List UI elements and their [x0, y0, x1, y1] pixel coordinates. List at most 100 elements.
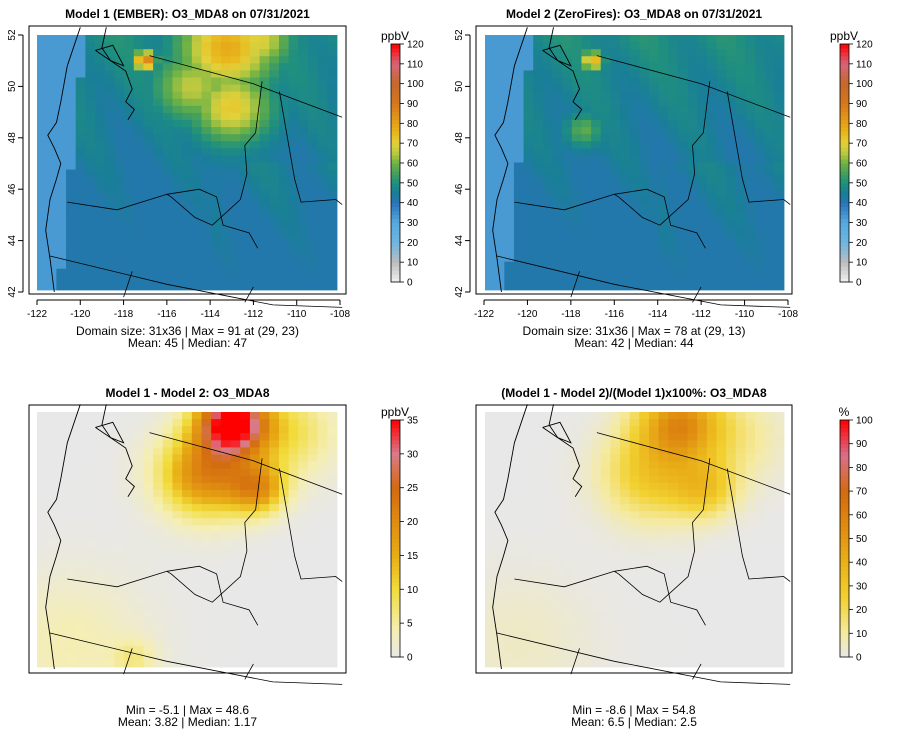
- heatmap-cell: [143, 574, 154, 583]
- heatmap-cell: [298, 468, 309, 477]
- colorbar-swatch: [391, 166, 400, 172]
- heatmap-cell: [288, 652, 299, 661]
- heatmap-cell: [143, 84, 154, 93]
- heatmap-cell: [706, 212, 717, 220]
- heatmap-cell: [494, 589, 505, 597]
- heatmap-cell: [677, 70, 688, 78]
- heatmap-cell: [153, 567, 164, 576]
- heatmap-cell: [269, 212, 280, 220]
- heatmap-cell: [639, 134, 650, 142]
- heatmap-cell: [658, 91, 669, 100]
- heatmap-cell: [191, 183, 202, 192]
- heatmap-cell: [687, 461, 698, 470]
- heatmap-cell: [230, 504, 241, 512]
- heatmap-cell: [317, 84, 328, 93]
- heatmap-cell: [37, 282, 48, 291]
- heatmap-cell: [600, 412, 611, 420]
- heatmap-cell: [307, 148, 319, 156]
- heatmap-cell: [485, 183, 496, 192]
- heatmap-cell: [37, 63, 48, 71]
- heatmap-cell: [201, 511, 212, 519]
- heatmap-cell: [726, 440, 737, 448]
- heatmap-cell: [298, 631, 309, 640]
- heatmap-cell: [591, 659, 602, 668]
- heatmap-cell: [745, 183, 756, 192]
- heatmap-cell: [774, 105, 785, 114]
- heatmap-cell: [66, 582, 77, 590]
- heatmap-cell: [610, 610, 621, 618]
- heatmap-cell: [201, 247, 212, 255]
- heatmap-cell: [327, 539, 338, 547]
- heatmap-cell: [755, 127, 766, 135]
- heatmap-cell: [124, 567, 135, 576]
- heatmap-cell: [629, 261, 640, 270]
- colorbar-swatch: [840, 487, 849, 492]
- heatmap-cell: [56, 497, 67, 505]
- heatmap-cell: [153, 652, 164, 661]
- heatmap-cell: [610, 447, 621, 455]
- heatmap-cell: [610, 596, 621, 604]
- heatmap-cell: [697, 112, 708, 121]
- heatmap-cell: [629, 141, 640, 149]
- heatmap-cell: [735, 134, 746, 142]
- heatmap-cell: [220, 645, 231, 654]
- heatmap-cell: [278, 70, 290, 78]
- heatmap-cell: [114, 240, 125, 248]
- heatmap-cell: [629, 589, 640, 597]
- colorbar-swatch: [391, 238, 400, 243]
- heatmap-cell: [764, 112, 775, 121]
- heatmap-cell: [658, 504, 669, 512]
- heatmap-cell: [56, 49, 67, 57]
- heatmap-cell: [581, 553, 592, 562]
- heatmap-cell: [687, 475, 698, 484]
- heatmap-cell: [307, 268, 319, 277]
- heatmap-cell: [114, 447, 125, 455]
- heatmap-cell: [56, 574, 67, 583]
- heatmap-cell: [56, 226, 67, 234]
- heatmap-cell: [591, 70, 602, 78]
- heatmap-cell: [240, 233, 251, 241]
- heatmap-cell: [620, 254, 631, 263]
- heatmap-cell: [552, 141, 563, 149]
- heatmap-cell: [542, 652, 553, 661]
- heatmap-cell: [191, 440, 202, 448]
- heatmap-cell: [259, 98, 270, 107]
- heatmap-cell: [533, 589, 544, 597]
- heatmap-cell: [153, 447, 164, 455]
- heatmap-cell: [745, 219, 756, 227]
- heatmap-cell: [716, 42, 727, 50]
- heatmap-cell: [182, 162, 193, 170]
- heatmap-cell: [668, 212, 679, 220]
- heatmap-cell: [66, 482, 77, 491]
- heatmap-cell: [124, 56, 135, 64]
- heatmap-cell: [629, 77, 640, 85]
- heatmap-cell: [143, 412, 154, 420]
- heatmap-cell: [85, 176, 96, 185]
- heatmap-cell: [230, 489, 241, 498]
- heatmap-cell: [542, 511, 553, 519]
- heatmap-cell: [735, 247, 746, 255]
- heatmap-cell: [552, 77, 563, 85]
- heatmap-cell: [143, 176, 154, 185]
- heatmap-cell: [542, 233, 553, 241]
- heatmap-cell: [513, 652, 524, 661]
- heatmap-cell: [774, 468, 785, 477]
- heatmap-cell: [542, 624, 553, 632]
- heatmap-cell: [677, 105, 688, 114]
- colorbar-swatch: [840, 115, 849, 120]
- heatmap-cell: [677, 148, 688, 156]
- heatmap-cell: [542, 183, 553, 192]
- heatmap-cell: [46, 91, 57, 100]
- colorbar-swatch: [391, 585, 400, 591]
- heatmap-cell: [542, 127, 553, 135]
- heatmap-cell: [37, 454, 48, 462]
- heatmap-cell: [46, 233, 57, 241]
- heatmap-cell: [648, 127, 660, 135]
- heatmap-cell: [75, 574, 86, 583]
- heatmap-cell: [552, 468, 563, 477]
- heatmap-cell: [95, 560, 106, 569]
- heatmap-cell: [581, 454, 592, 462]
- heatmap-cell: [726, 624, 737, 632]
- colorbar-swatch: [840, 95, 849, 101]
- heatmap-cell: [75, 176, 86, 185]
